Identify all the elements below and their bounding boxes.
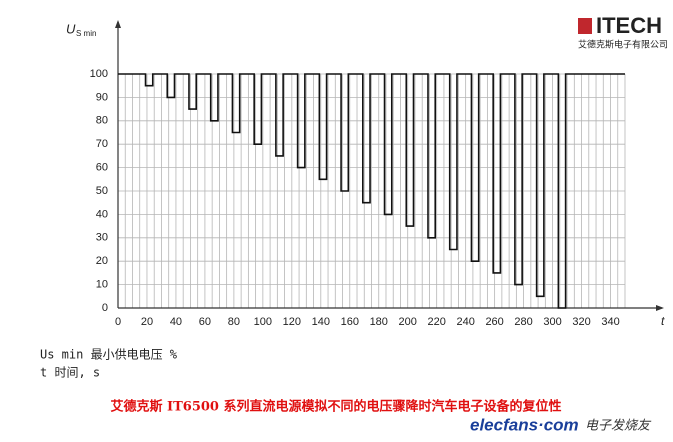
x-tick-label: 240 — [456, 316, 474, 328]
x-tick-label: 180 — [370, 316, 388, 328]
x-tick-label: 20 — [141, 316, 153, 328]
x-tick-label: 220 — [428, 316, 446, 328]
x-tick-label: 160 — [341, 316, 359, 328]
logo-icon — [578, 18, 592, 34]
y-tick-label: 50 — [96, 185, 108, 197]
x-axis-arrow — [656, 305, 664, 311]
y-axis-arrow — [115, 20, 121, 28]
x-tick-label: 0 — [115, 316, 121, 328]
y-axis-label-sub: S min — [76, 29, 96, 38]
x-tick-label: 80 — [228, 316, 240, 328]
x-tick-label: 340 — [601, 316, 619, 328]
x-tick-label: 300 — [543, 316, 561, 328]
y-tick-label: 30 — [96, 232, 108, 244]
y-axis-label: U — [66, 21, 76, 36]
x-tick-label: 100 — [254, 316, 272, 328]
x-tick-label: 120 — [283, 316, 301, 328]
x-tick-label: 40 — [170, 316, 182, 328]
y-tick-label: 90 — [96, 91, 108, 103]
logo-brand: ITECH — [596, 13, 662, 38]
y-tick-label: 0 — [102, 302, 108, 314]
series-line — [118, 73, 625, 309]
y-tick-label: 20 — [96, 255, 108, 267]
y-tick-label: 80 — [96, 115, 108, 127]
y-tick-label: 10 — [96, 279, 108, 291]
x-tick-label: 260 — [485, 316, 503, 328]
x-tick-label: 60 — [199, 316, 211, 328]
caption: 艾德克斯 IT6500 系列直流电源模拟不同的电压骤降时汽车电子设备的复位性 — [111, 399, 562, 415]
watermark-name: 电子发烧友 — [585, 417, 652, 432]
y-tick-label: 40 — [96, 208, 108, 220]
x-tick-label: 280 — [514, 316, 532, 328]
logo-company: 艾德克斯电子有限公司 — [578, 38, 668, 49]
watermark-site: elecfans·com — [470, 415, 579, 434]
x-axis-label: t — [661, 314, 665, 328]
legend-note: t 时间, s — [40, 366, 100, 380]
x-tick-label: 320 — [572, 316, 590, 328]
y-tick-label: 60 — [96, 162, 108, 174]
x-tick-label: 200 — [399, 316, 417, 328]
legend-note: Us min 最小供电电压 % — [40, 348, 178, 362]
x-tick-label: 140 — [312, 316, 330, 328]
y-tick-label: 70 — [96, 138, 108, 150]
y-tick-label: 100 — [90, 68, 108, 80]
